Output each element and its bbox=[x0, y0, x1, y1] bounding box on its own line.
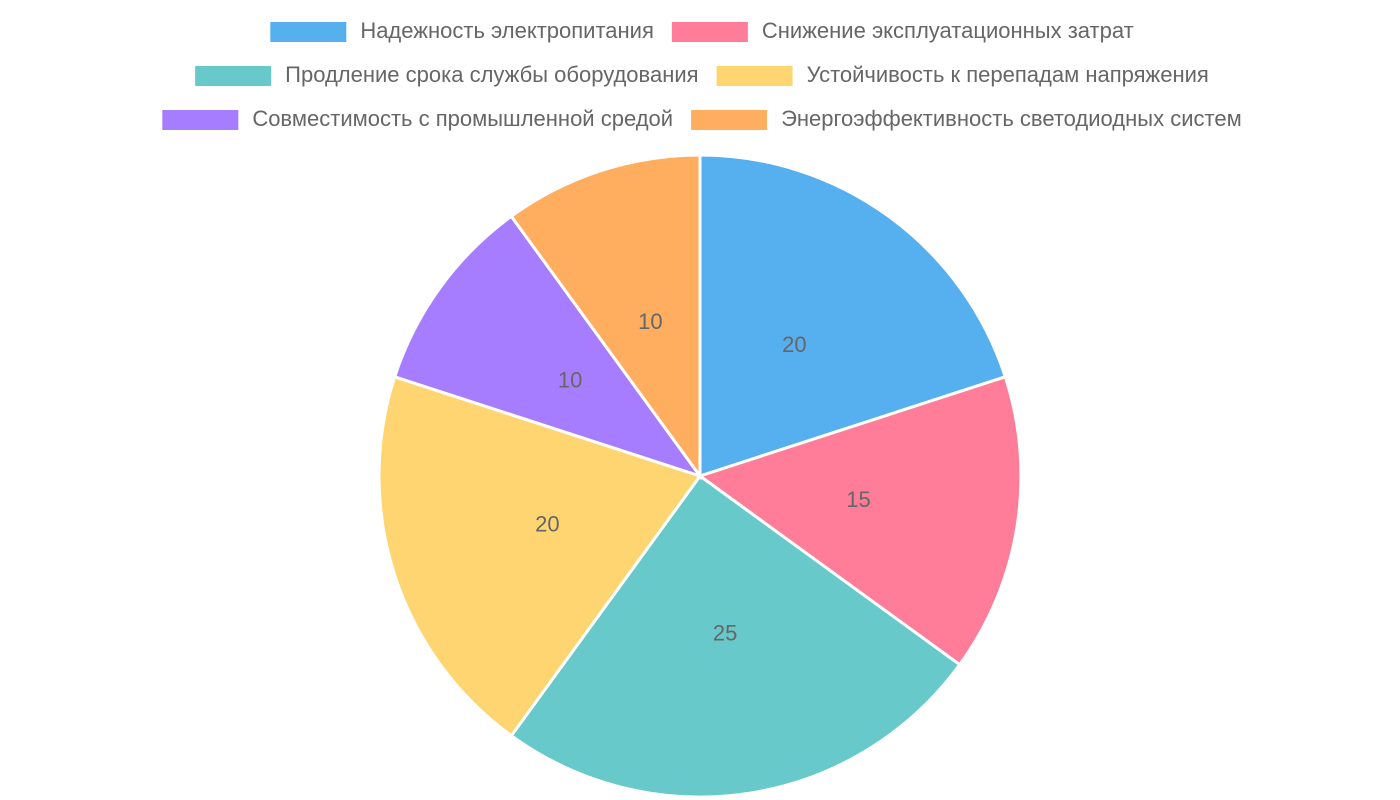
legend-swatch[interactable] bbox=[671, 22, 748, 42]
pie-slice bbox=[698, 153, 1008, 479]
legend-label[interactable]: Энергоэффективность светодиодных систем bbox=[781, 106, 1242, 131]
data-label: 25 bbox=[713, 620, 737, 645]
legend-swatch[interactable] bbox=[270, 22, 347, 42]
pie-slice bbox=[392, 214, 704, 479]
legend-swatch[interactable] bbox=[162, 110, 239, 130]
data-label: 15 bbox=[846, 487, 870, 512]
data-label: 20 bbox=[782, 332, 806, 357]
data-label: 10 bbox=[558, 367, 582, 392]
pie-slice bbox=[377, 374, 703, 738]
legend-swatch[interactable] bbox=[691, 110, 768, 130]
legend-label[interactable]: Надежность электропитания bbox=[360, 18, 654, 43]
legend-label[interactable]: Совместимость с промышленной средой bbox=[252, 106, 673, 131]
legend-label[interactable]: Снижение эксплуатационных затрат bbox=[762, 18, 1134, 43]
pie-slice bbox=[696, 374, 1023, 667]
legend-label[interactable]: Устойчивость к перепадам напряжения bbox=[807, 62, 1209, 87]
data-label: 10 bbox=[638, 309, 662, 334]
data-label: 20 bbox=[535, 511, 559, 536]
pie-slice bbox=[509, 153, 702, 481]
pie-slice bbox=[509, 473, 962, 799]
legend-label[interactable]: Продление срока службы оборудования bbox=[285, 62, 698, 87]
legend-swatch[interactable] bbox=[195, 66, 272, 86]
legend-swatch[interactable] bbox=[716, 66, 793, 86]
